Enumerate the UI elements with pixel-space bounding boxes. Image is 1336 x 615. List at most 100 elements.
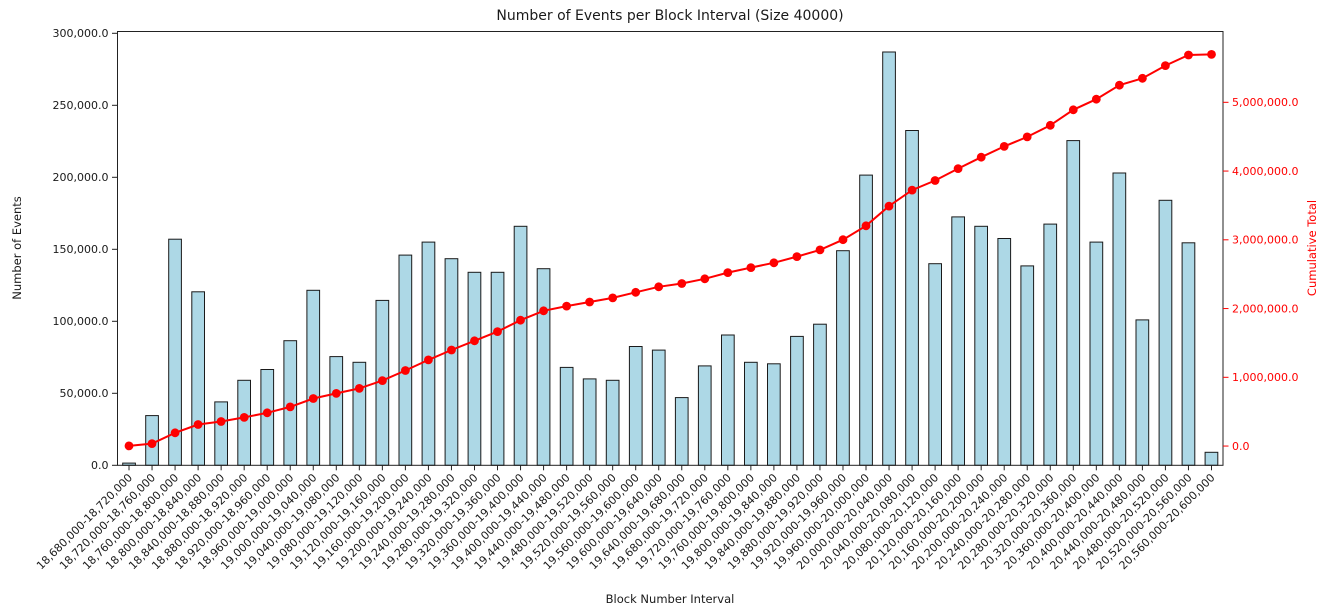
plot-area: 0.0 50,000.0 100,000.0 150,000.0 200,000.0 25…: [34, 27, 1298, 572]
right-tick-label: 1,000,000.0: [1232, 371, 1298, 384]
data-point: [976, 152, 986, 162]
bar: [1066, 140, 1081, 466]
right-tick-label: 5,000,000.0: [1232, 96, 1298, 109]
data-point: [1022, 132, 1032, 142]
bar: [767, 363, 781, 466]
data-point: [953, 164, 963, 174]
bar: [928, 263, 942, 466]
left-tick-label: 50,000.0: [60, 387, 109, 400]
data-point: [769, 258, 779, 268]
right-tick-label: 2,000,000.0: [1232, 302, 1298, 315]
left-axis-ticks: 0.0 50,000.0 100,000.0 150,000.0 200,000.0 25…: [53, 27, 118, 472]
bar: [882, 51, 896, 466]
data-point: [1068, 105, 1078, 115]
data-point: [493, 327, 502, 336]
data-point: [907, 185, 917, 195]
right-tick-label: 3,000,000.0: [1232, 234, 1298, 247]
data-point: [815, 245, 825, 255]
bar: [1020, 265, 1035, 466]
data-point: [861, 221, 871, 231]
bar: [651, 349, 666, 466]
x-axis-ticks: 18,680,000-18,720,00018,720,000-18,760,0…: [34, 465, 1218, 572]
data-point: [562, 301, 571, 311]
data-point: [539, 306, 548, 316]
x-axis-label: Block Number Interval: [606, 592, 735, 606]
bar: [421, 241, 436, 466]
right-tick-label: 0.0: [1232, 440, 1250, 453]
data-point: [1091, 94, 1101, 104]
bar: [1135, 319, 1150, 466]
data-point: [170, 428, 180, 438]
bar: [859, 174, 873, 466]
data-point: [930, 176, 940, 185]
bar: [329, 356, 344, 466]
bar: [721, 334, 735, 466]
bar: [559, 366, 574, 466]
data-point: [285, 402, 295, 412]
data-point: [723, 268, 733, 277]
bar: [1043, 223, 1058, 466]
chart-title: Number of Events per Block Interval (Siz…: [496, 8, 843, 24]
bar: [951, 216, 965, 466]
data-point: [378, 376, 387, 385]
data-point: [193, 420, 203, 429]
bar: [628, 346, 643, 466]
data-point: [401, 366, 410, 375]
bar: [191, 291, 206, 466]
right-tick-label: 4,000,000.0: [1232, 165, 1298, 178]
left-tick-label: 100,000.0: [53, 315, 109, 328]
bar: [490, 271, 505, 466]
bar: [1181, 242, 1196, 466]
left-tick-label: 250,000.0: [53, 99, 109, 112]
data-point: [838, 235, 848, 245]
data-point: [1207, 50, 1216, 59]
bar: [674, 397, 689, 466]
data-point: [792, 252, 802, 261]
data-point: [631, 287, 641, 297]
data-point: [516, 315, 525, 325]
data-point: [1045, 120, 1055, 130]
left-tick-label: 300,000.0: [53, 27, 109, 40]
bar: [1158, 199, 1173, 466]
bar: [836, 250, 850, 466]
bar: [214, 401, 229, 466]
right-axis-ticks: 0.0 1,000,000.0 2,000,000.0 3,000,000.0 4,00…: [1223, 96, 1298, 453]
data-point: [147, 439, 157, 448]
bar: [467, 271, 482, 466]
data-point: [124, 441, 134, 451]
bar: [974, 225, 988, 466]
data-point: [308, 394, 318, 403]
bar: [306, 289, 321, 466]
data-point: [447, 345, 456, 355]
bar: [605, 379, 620, 466]
data-point: [585, 297, 594, 307]
data-point: [1138, 73, 1147, 83]
bar: [237, 379, 252, 466]
bar: [536, 268, 551, 466]
data-point: [1161, 61, 1170, 70]
data-point: [677, 279, 687, 288]
data-point: [746, 263, 756, 272]
bars-series: [122, 51, 1219, 466]
plot-border: [117, 31, 1224, 466]
data-point: [239, 413, 249, 422]
data-point: [700, 274, 710, 284]
cumulative-markers: [124, 50, 1216, 451]
bar: [352, 361, 367, 466]
bar: [813, 323, 827, 466]
bar: [905, 130, 919, 466]
data-point: [654, 282, 664, 292]
data-point: [262, 408, 272, 418]
left-tick-label: 150,000.0: [53, 243, 109, 256]
bar: [997, 238, 1012, 466]
data-point: [331, 389, 341, 398]
bar: [1112, 172, 1127, 466]
y-axis-label-right: Cumulative Total: [1305, 200, 1319, 296]
data-point: [354, 384, 364, 393]
bar: [790, 335, 804, 466]
bar: [1089, 241, 1104, 466]
data-point: [999, 142, 1009, 151]
left-tick-label: 0.0: [91, 459, 109, 472]
